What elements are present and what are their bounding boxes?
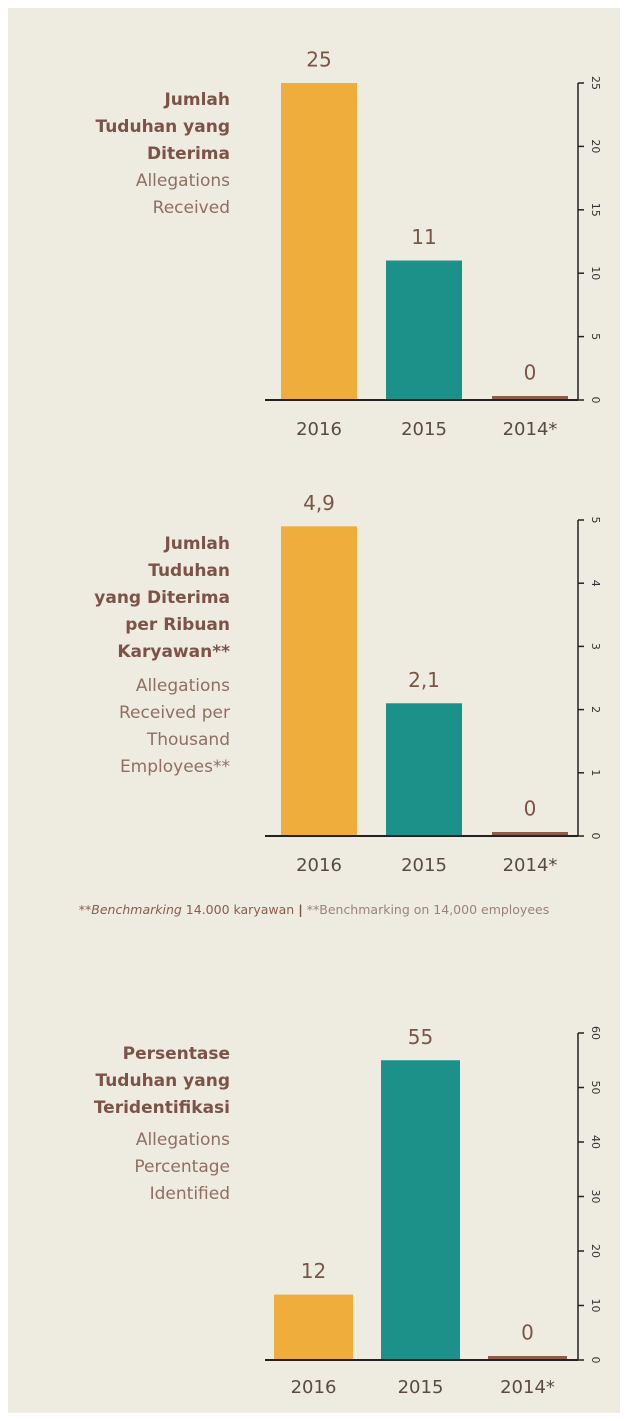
data-label: 25 [306,48,331,72]
chart-title: Tuduhan yang [95,117,230,137]
y-tick-label: 15 [589,203,602,217]
data-label: 0 [521,1321,534,1345]
chart-title: per Ribuan [125,615,230,635]
chart-title: yang Diterima [94,588,230,608]
bar [492,832,568,836]
chart-subtitle: Percentage [134,1157,230,1177]
footnote-mark: ** [78,902,92,917]
y-tick-label: 1 [589,769,602,776]
bar [386,703,462,836]
data-label: 11 [411,225,436,249]
chart-title: Karyawan** [117,642,230,662]
footnote-id: 14.000 karyawan [185,902,295,917]
chart-subtitle: Employees** [120,757,230,777]
y-tick-label: 0 [589,397,602,404]
chart-subtitle: Received [153,198,230,218]
chart-title: Tuduhan [148,561,230,581]
y-tick-label: 20 [589,1244,602,1258]
footnote: **Benchmarking 14.000 karyawan | **Bench… [8,902,620,917]
chart-subtitle: Thousand [146,730,230,750]
y-tick-label: 40 [589,1135,602,1149]
chart-title: Teridentifikasi [94,1098,230,1118]
footnote-italic: Benchmarking [91,902,182,917]
x-tick-label: 2014* [500,1377,555,1398]
x-tick-label: 2015 [401,419,447,440]
data-label: 4,9 [303,491,335,515]
x-tick-label: 2016 [291,1377,337,1398]
y-tick-label: 3 [589,643,602,650]
chart-subtitle: Received per [119,703,230,723]
y-tick-label: 50 [589,1081,602,1095]
data-label: 12 [301,1259,326,1283]
y-tick-label: 10 [589,266,602,280]
y-tick-label: 4 [589,580,602,587]
bar [386,260,462,400]
chart-title: Tuduhan yang [95,1071,230,1091]
bar [488,1356,567,1360]
bar [492,396,568,400]
bar [281,83,357,400]
chart-subtitle: Allegations [136,676,230,696]
y-tick-label: 5 [589,333,602,340]
y-tick-label: 5 [589,517,602,524]
bar [381,1060,460,1360]
chart-title: Jumlah [163,534,230,554]
footnote-separator: | [298,902,303,917]
y-tick-label: 25 [589,76,602,90]
chart-title: Jumlah [163,90,230,110]
x-tick-label: 2014* [503,419,558,440]
bar [274,1294,353,1360]
x-tick-label: 2014* [503,855,558,876]
data-label: 55 [408,1025,433,1049]
y-tick-label: 0 [589,1357,602,1364]
x-tick-label: 2015 [398,1377,444,1398]
data-label: 0 [524,797,537,821]
chart-title: Persentase [123,1044,230,1064]
footnote-en: **Benchmarking on 14,000 employees [306,902,550,917]
y-tick-label: 0 [589,833,602,840]
bar [281,526,357,836]
y-tick-label: 20 [589,139,602,153]
chart-subtitle: Identified [150,1184,230,1204]
data-label: 0 [524,361,537,385]
y-tick-label: 30 [589,1190,602,1204]
data-label: 2,1 [408,668,440,692]
chart-subtitle: Allegations [136,1130,230,1150]
chart-subtitle: Allegations [136,171,230,191]
chart-title: Diterima [147,144,230,164]
y-tick-label: 60 [589,1026,602,1040]
x-tick-label: 2015 [401,855,447,876]
x-tick-label: 2016 [296,855,342,876]
x-tick-label: 2016 [296,419,342,440]
y-tick-label: 2 [589,706,602,713]
y-tick-label: 10 [589,1299,602,1313]
